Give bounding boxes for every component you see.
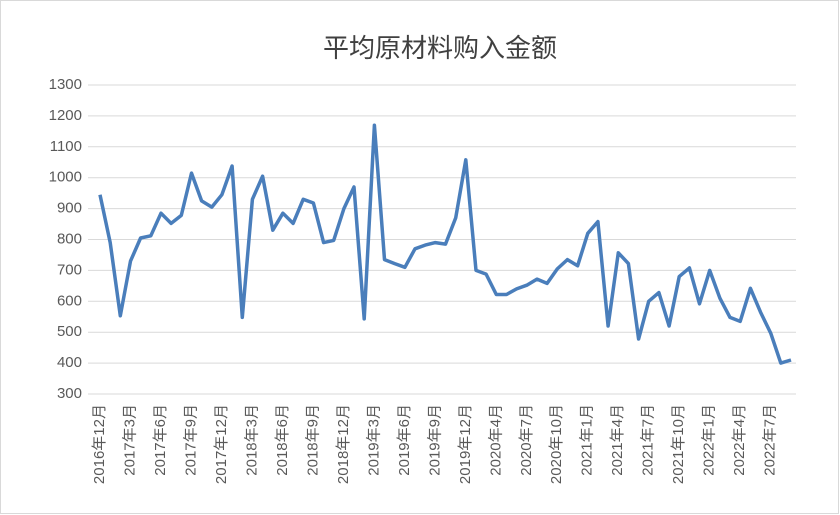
x-tick-label: 2018年3月 (243, 404, 260, 476)
y-tick-label: 800 (57, 230, 82, 247)
x-tick-label: 2017年12月 (213, 404, 230, 484)
y-tick-label: 1300 (49, 76, 82, 93)
x-tick-label: 2021年1月 (579, 404, 596, 476)
x-tick-label: 2021年4月 (609, 404, 626, 476)
x-tick-label: 2018年12月 (335, 404, 352, 484)
x-tick-label: 2022年1月 (701, 404, 718, 476)
x-tick-label: 2020年10月 (548, 404, 565, 484)
series-line (98, 123, 792, 365)
x-tick-label: 2018年6月 (274, 404, 291, 476)
y-tick-label: 1000 (49, 169, 82, 186)
y-tick-label: 1200 (49, 107, 82, 124)
x-tick-label: 2017年6月 (152, 404, 169, 476)
y-tick-label: 700 (57, 261, 82, 278)
y-tick-label: 900 (57, 200, 82, 217)
x-tick-label: 2022年7月 (762, 404, 779, 476)
x-tick-label: 2017年9月 (182, 404, 199, 476)
y-tick-label: 300 (57, 385, 82, 402)
chart-title: 平均原材料购入金额 (323, 34, 557, 64)
y-tick-label: 1100 (50, 138, 82, 155)
y-tick-label: 400 (57, 354, 82, 371)
x-tick-label: 2020年7月 (518, 404, 535, 476)
y-tick-label: 500 (57, 323, 82, 340)
x-tick-label: 2017年3月 (121, 404, 138, 476)
x-tick-label: 2021年10月 (670, 404, 687, 484)
x-tick-label: 2019年9月 (426, 404, 443, 476)
x-tick-label: 2022年4月 (731, 404, 748, 476)
x-tick-label: 2019年3月 (365, 404, 382, 476)
x-tick-label: 2020年4月 (487, 404, 504, 476)
x-tick-label: 2018年9月 (304, 404, 321, 476)
x-tick-label: 2016年12月 (91, 404, 108, 484)
x-tick-label: 2019年6月 (396, 404, 413, 476)
x-tick-label: 2021年7月 (640, 404, 657, 476)
x-tick-label: 2019年12月 (457, 404, 474, 484)
y-tick-label: 600 (57, 292, 82, 309)
